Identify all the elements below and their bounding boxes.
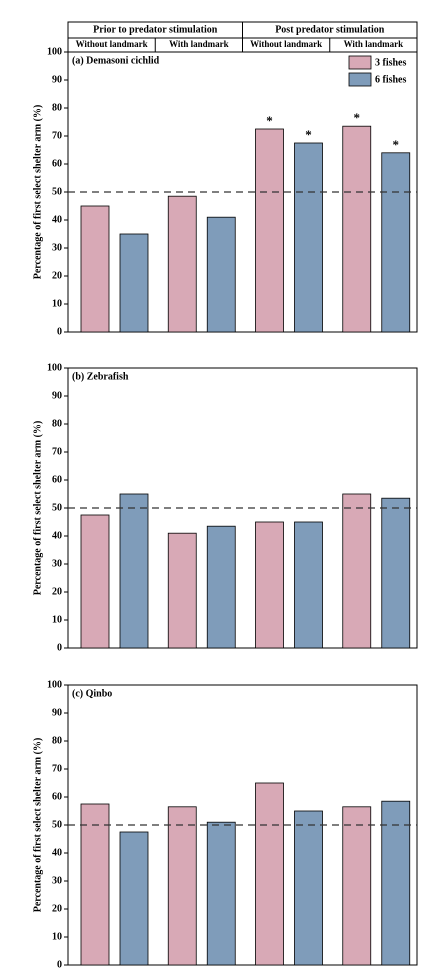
significance-label: * <box>354 110 361 125</box>
y-tick-label: 80 <box>52 102 62 113</box>
y-axis-label: Percentage of first select shelter arm (… <box>32 421 43 596</box>
panel-title: (b) Zebrafish <box>72 371 129 382</box>
y-tick-label: 90 <box>52 707 62 718</box>
bar <box>119 233 149 333</box>
y-tick-label: 100 <box>47 362 62 373</box>
significance-label: * <box>393 137 400 152</box>
y-tick-label: 70 <box>52 763 62 774</box>
y-tick-label: 60 <box>52 791 62 802</box>
bar <box>80 514 110 649</box>
bar <box>342 493 372 649</box>
y-tick-label: 40 <box>52 214 62 225</box>
significance-label: * <box>305 127 312 142</box>
bar <box>294 810 323 966</box>
category-label: Without landmark <box>250 39 322 49</box>
panel-title: (c) Qinbo <box>72 688 112 699</box>
y-tick-label: 70 <box>52 130 62 141</box>
bar <box>80 205 110 333</box>
bar <box>167 195 197 333</box>
y-tick-label: 60 <box>52 158 62 169</box>
bar <box>119 831 149 966</box>
y-tick-label: 0 <box>57 959 62 969</box>
legend-label: 3 fishes <box>375 57 407 68</box>
category-label: Without landmark <box>76 39 148 49</box>
y-tick-label: 40 <box>52 530 62 541</box>
y-tick-label: 70 <box>52 446 62 457</box>
y-tick-label: 90 <box>52 390 62 401</box>
y-tick-label: 100 <box>47 46 62 57</box>
group-label: Post predator stimulation <box>275 24 385 35</box>
bar <box>255 128 284 333</box>
legend-label: 6 fishes <box>375 74 407 85</box>
bar <box>206 525 236 649</box>
bar <box>294 142 323 333</box>
bar <box>255 521 284 649</box>
bar <box>206 821 236 966</box>
y-tick-label: 40 <box>52 847 62 858</box>
bar <box>381 800 411 966</box>
y-tick-label: 20 <box>52 270 62 281</box>
bar <box>381 497 411 649</box>
bar <box>255 782 284 966</box>
y-tick-label: 10 <box>52 298 62 309</box>
y-tick-label: 80 <box>52 735 62 746</box>
y-tick-label: 50 <box>52 186 62 197</box>
y-tick-label: 100 <box>47 679 62 690</box>
y-tick-label: 90 <box>52 74 62 85</box>
y-tick-label: 20 <box>52 586 62 597</box>
bar <box>206 216 236 333</box>
group-label: Prior to predator stimulation <box>93 24 218 35</box>
y-tick-label: 50 <box>52 502 62 513</box>
y-tick-label: 0 <box>57 642 62 653</box>
y-tick-label: 80 <box>52 418 62 429</box>
y-tick-label: 60 <box>52 474 62 485</box>
y-tick-label: 0 <box>57 326 62 337</box>
y-tick-label: 10 <box>52 614 62 625</box>
y-tick-label: 30 <box>52 558 62 569</box>
y-tick-label: 10 <box>52 931 62 942</box>
bar <box>167 806 197 966</box>
bar <box>80 803 110 966</box>
legend-swatch <box>348 55 372 70</box>
y-tick-label: 20 <box>52 903 62 914</box>
bar <box>381 152 411 333</box>
category-label: With landmark <box>344 39 404 49</box>
bar <box>119 493 149 649</box>
bar <box>342 806 372 966</box>
y-axis-label: Percentage of first select shelter arm (… <box>32 738 43 913</box>
y-tick-label: 50 <box>52 819 62 830</box>
y-tick-label: 30 <box>52 875 62 886</box>
panel-title: (a) Demasoni cichlid <box>72 55 160 66</box>
y-axis-label: Percentage of first select shelter arm (… <box>32 105 43 280</box>
bar <box>294 521 323 649</box>
category-label: With landmark <box>169 39 229 49</box>
significance-label: * <box>266 113 273 128</box>
legend-swatch <box>348 72 372 87</box>
y-tick-label: 30 <box>52 242 62 253</box>
bar <box>342 125 372 333</box>
bar <box>167 532 197 649</box>
